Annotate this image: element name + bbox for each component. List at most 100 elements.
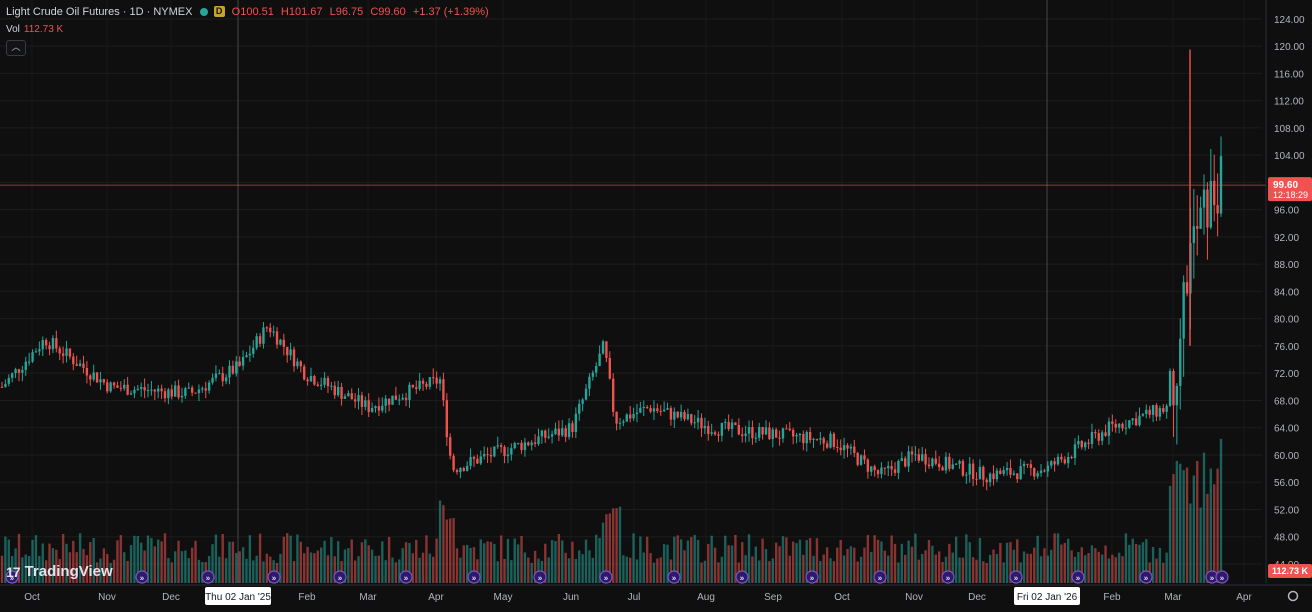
candle-body xyxy=(38,349,41,352)
event-marker-glyph: » xyxy=(946,574,951,583)
candle-body xyxy=(914,454,917,456)
event-marker-icon[interactable] xyxy=(201,570,215,584)
event-marker-icon[interactable] xyxy=(1009,570,1023,584)
volume-bar xyxy=(676,535,679,583)
candle-body xyxy=(106,382,109,392)
symbol-title[interactable]: Light Crude Oil Futures · 1D · NYMEX xyxy=(6,6,193,18)
volume-bar xyxy=(1111,554,1114,583)
volume-bar xyxy=(561,540,564,583)
volume-bar xyxy=(768,561,771,583)
event-marker-icon[interactable] xyxy=(873,570,887,584)
event-marker-icon[interactable] xyxy=(5,570,19,584)
volume-bar xyxy=(1175,460,1179,583)
volume-bar xyxy=(1083,555,1087,583)
volume-bar xyxy=(1073,556,1077,583)
event-marker-icon[interactable] xyxy=(805,570,819,584)
volume-bar xyxy=(75,552,78,583)
candle-body xyxy=(822,438,825,444)
volume-bar xyxy=(493,543,496,583)
candle-body xyxy=(1009,467,1012,475)
candle-body xyxy=(825,443,829,448)
candle-body xyxy=(927,464,931,467)
candle-body xyxy=(1145,409,1148,414)
event-marker-icon[interactable] xyxy=(533,570,547,584)
volume-bar xyxy=(924,550,927,583)
candle-body xyxy=(1179,338,1182,386)
event-marker-glyph: » xyxy=(1014,574,1019,583)
volume-bar xyxy=(978,537,982,583)
volume-bar xyxy=(904,554,907,583)
candle-body xyxy=(275,331,279,345)
volume-bar xyxy=(988,554,992,583)
candle-body xyxy=(720,422,724,436)
volume-bar xyxy=(744,555,747,583)
chevron-up-icon[interactable]: ︿ xyxy=(6,40,26,56)
volume-bar xyxy=(401,548,404,583)
candle-body xyxy=(666,408,669,410)
event-marker-icon[interactable] xyxy=(399,570,413,584)
candle-body xyxy=(476,458,479,464)
volume-bar xyxy=(187,558,190,583)
candle-body xyxy=(635,412,639,415)
candle-body xyxy=(598,353,601,366)
event-marker-icon[interactable] xyxy=(941,570,955,584)
y-tick-label: 64.00 xyxy=(1274,424,1299,435)
candle-body xyxy=(1033,468,1036,477)
volume-bar xyxy=(269,556,272,583)
volume-bar xyxy=(68,552,72,583)
volume-bar xyxy=(832,561,836,583)
event-marker-icon[interactable] xyxy=(1139,570,1153,584)
candle-body xyxy=(846,445,849,449)
candle-body xyxy=(262,327,265,344)
event-marker-icon[interactable] xyxy=(1071,570,1085,584)
event-marker-icon[interactable] xyxy=(1215,570,1229,584)
volume-bar xyxy=(296,534,299,583)
settings-gear-icon[interactable] xyxy=(1287,590,1299,602)
candle-body xyxy=(937,463,941,468)
candle-body xyxy=(136,388,140,390)
candle-body xyxy=(890,466,893,470)
candle-body xyxy=(778,437,781,439)
volume-legend[interactable]: Vol 112.73 K xyxy=(6,24,63,35)
volume-bar xyxy=(605,514,608,583)
x-tick-label: Dec xyxy=(968,592,986,603)
candle-body xyxy=(157,388,160,392)
volume-bar xyxy=(364,539,367,583)
candle-body xyxy=(123,384,126,389)
candle-body xyxy=(1138,415,1141,426)
volume-bar xyxy=(201,562,204,583)
candle-body xyxy=(645,406,649,409)
volume-bar xyxy=(384,560,387,583)
candle-body xyxy=(82,363,85,369)
volume-bar xyxy=(1005,542,1009,583)
candle-body xyxy=(707,425,710,434)
event-marker-icon[interactable] xyxy=(135,570,149,584)
candle-body xyxy=(856,452,859,465)
event-marker-icon[interactable] xyxy=(267,570,281,584)
candle-body xyxy=(1080,441,1083,448)
y-tick-label: 104.00 xyxy=(1274,151,1305,162)
candle-body xyxy=(1192,226,1196,244)
candle-body xyxy=(1094,432,1097,434)
volume-bar xyxy=(78,533,82,583)
event-marker-icon[interactable] xyxy=(667,570,681,584)
event-marker-icon[interactable] xyxy=(333,570,347,584)
highlighted-date-badge xyxy=(1014,587,1080,605)
candle-body xyxy=(571,423,574,432)
candle-body xyxy=(85,368,89,376)
x-tick-label: Feb xyxy=(1103,592,1121,603)
volume-bar xyxy=(1196,461,1199,583)
candle-body xyxy=(496,445,499,447)
volume-bar xyxy=(31,539,34,583)
event-marker-icon[interactable] xyxy=(735,570,749,584)
event-marker-icon[interactable] xyxy=(467,570,481,584)
candle-body xyxy=(4,383,7,387)
candle-body xyxy=(574,413,578,432)
volume-bar xyxy=(900,543,904,583)
event-marker-icon[interactable] xyxy=(599,570,613,584)
volume-bar xyxy=(1107,558,1111,583)
candle-body xyxy=(377,406,381,411)
volume-bar xyxy=(520,535,523,583)
